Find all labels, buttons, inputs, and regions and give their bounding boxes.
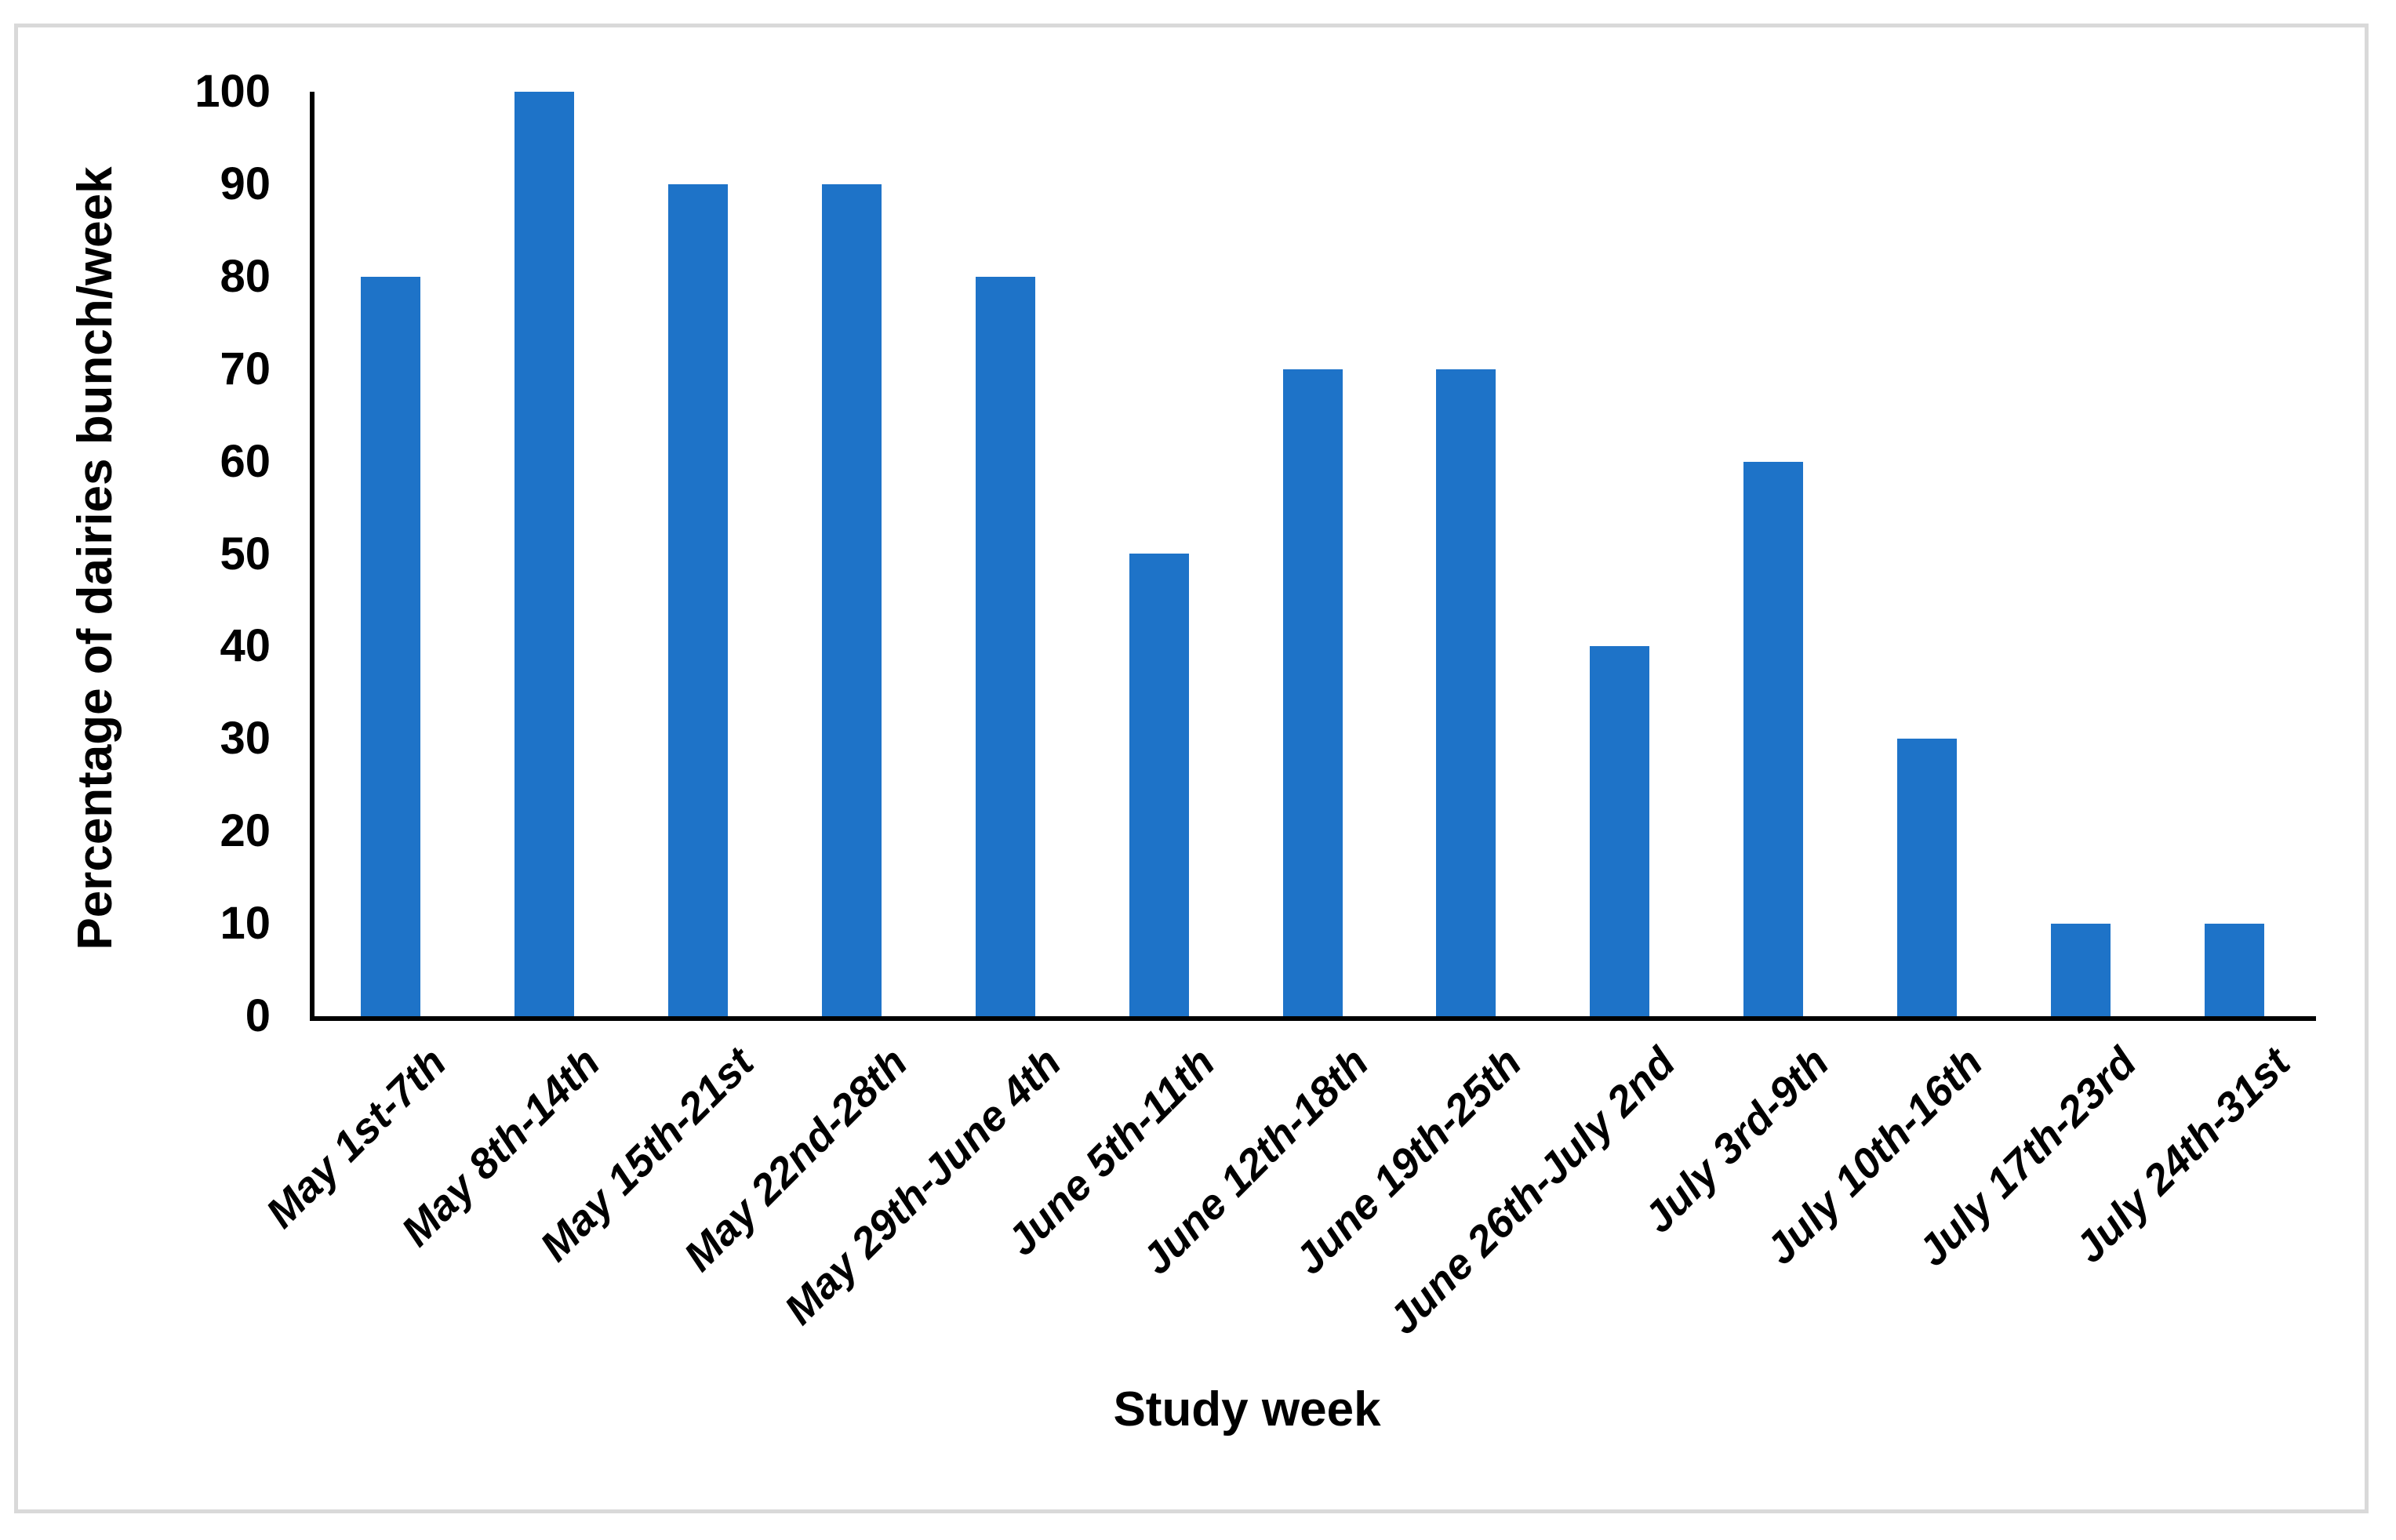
y-tick-label: 60 [220,435,271,487]
y-tick-label: 90 [220,158,271,209]
y-tick-label: 40 [220,620,271,672]
y-tick-label: 70 [220,343,271,394]
bar [514,92,574,1016]
bar [822,184,882,1016]
bar [1283,369,1343,1016]
y-tick-label: 30 [220,713,271,765]
bar [361,277,420,1016]
y-tick-label: 10 [220,898,271,950]
y-tick-label: 100 [195,66,271,117]
bar [668,184,728,1016]
bar [2205,924,2264,1016]
bar [1590,646,1649,1016]
x-axis-title: Study week [1113,1382,1381,1436]
bar [2051,924,2111,1016]
y-tick-label: 0 [245,990,271,1041]
x-axis-line [310,1016,2316,1021]
y-axis-line [310,92,314,1021]
y-tick-label: 50 [220,528,271,579]
bar [976,277,1035,1016]
y-tick-label: 80 [220,250,271,302]
bar [1743,462,1803,1016]
bar [1897,739,1957,1016]
y-tick-label: 20 [220,805,271,857]
bar [1129,554,1189,1016]
bar [1436,369,1496,1016]
